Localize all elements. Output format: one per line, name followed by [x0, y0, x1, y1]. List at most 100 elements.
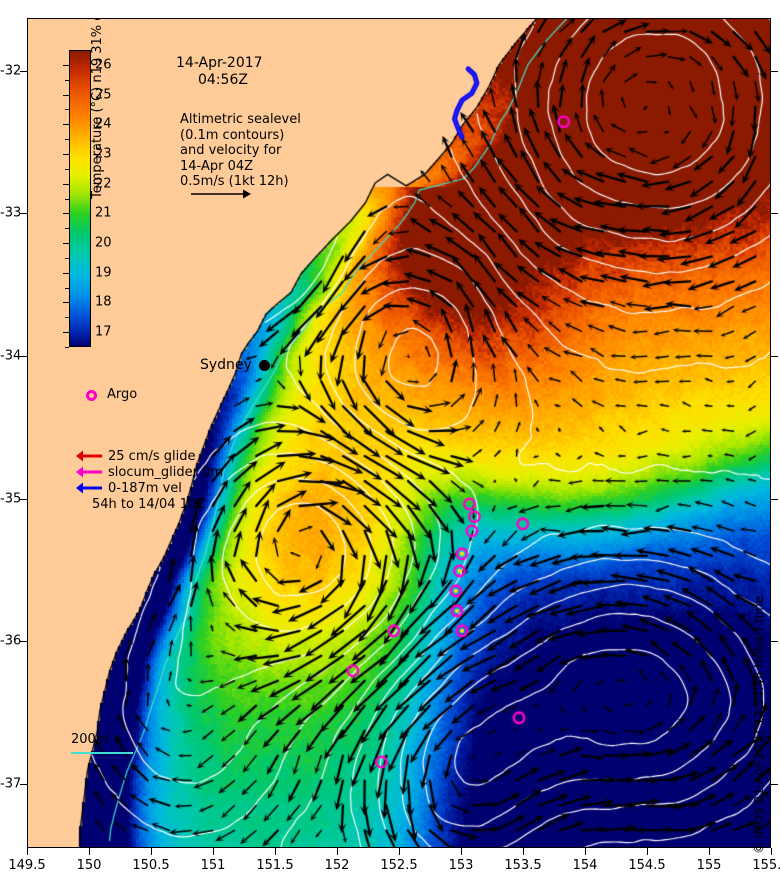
x-tick	[151, 848, 152, 855]
timestamp-annotation: 14-Apr-2017 04:56Z	[176, 55, 263, 89]
colorbar-minor-tick	[65, 139, 69, 141]
colorbar-tick-label: 22	[95, 176, 112, 192]
colorbar-tick	[63, 302, 69, 304]
x-tick-label: 155.5	[752, 858, 780, 873]
colorbar-tick	[63, 183, 69, 185]
copyright-notice: © IMOS 21-Apr-2017 13:54:46 Hobart time	[752, 595, 766, 854]
colorbar-minor-tick	[65, 109, 69, 111]
x-tick-label: 153.5	[504, 858, 542, 873]
colorbar-tick-label: 20	[95, 235, 112, 251]
colorbar-tick-label: 21	[95, 205, 112, 221]
colorbar-minor-tick	[65, 257, 69, 259]
x-tick-label: 154	[572, 858, 598, 873]
colorbar-tick	[63, 272, 69, 274]
colorbar-tick-label: 18	[95, 294, 112, 310]
y-tick	[20, 355, 27, 357]
legend-glider-row-0: 25 cm/s glide	[76, 449, 196, 465]
velocity-reference-arrow-icon	[191, 189, 251, 199]
x-tick-label: 153	[448, 858, 474, 873]
colorbar-tick-label: 19	[95, 265, 112, 281]
colorbar-tick-label: 24	[95, 116, 112, 132]
x-tick-label: 149.5	[8, 858, 46, 873]
x-tick-label: 151	[200, 858, 226, 873]
x-tick	[461, 848, 462, 855]
colorbar-tick	[63, 64, 69, 66]
place-marker-sydney	[259, 360, 270, 371]
y-tick-right	[771, 641, 778, 643]
x-tick	[585, 848, 586, 855]
legend-depth-label: 200m	[71, 732, 109, 747]
legend-depth-line	[71, 752, 133, 754]
y-tick-label: -37	[0, 776, 22, 792]
x-tick-label: 150	[76, 858, 102, 873]
y-tick-label: -35	[0, 491, 22, 507]
y-tick-label: -33	[0, 205, 22, 221]
x-tick	[771, 848, 772, 855]
legend-glider-row-1: slocum_glider 0m	[76, 465, 223, 481]
colorbar-tick	[63, 124, 69, 126]
x-tick-label: 152	[324, 858, 350, 873]
magenta-arrow-icon	[76, 466, 102, 478]
colorbar-gradient	[69, 50, 91, 347]
x-tick-label: 154.5	[628, 858, 666, 873]
x-tick	[275, 848, 276, 855]
sst-raster	[28, 19, 770, 847]
x-tick	[647, 848, 648, 855]
colorbar-minor-tick	[65, 168, 69, 170]
colorbar-tick	[63, 153, 69, 155]
colorbar-tick-label: 17	[95, 324, 112, 340]
x-tick	[399, 848, 400, 855]
legend-glider: 25 cm/s glide slocum_glider 0m 0-187m ve…	[76, 449, 223, 513]
y-tick	[20, 498, 27, 500]
colorbar-tick-label: 26	[95, 57, 112, 73]
y-tick	[20, 70, 27, 72]
y-tick-right	[771, 70, 778, 72]
y-tick-label: -34	[0, 348, 22, 364]
x-tick-label: 151.5	[256, 858, 294, 873]
colorbar-tick	[63, 94, 69, 96]
colorbar-minor-tick	[65, 317, 69, 319]
legend-glider-label-1: slocum_glider 0m	[108, 465, 224, 480]
y-tick-right	[771, 355, 778, 357]
x-tick	[523, 848, 524, 855]
x-tick-label: 150.5	[132, 858, 170, 873]
x-tick	[89, 848, 90, 855]
x-tick	[27, 848, 28, 855]
x-tick	[709, 848, 710, 855]
x-tick	[337, 848, 338, 855]
y-tick-label: -36	[0, 633, 22, 649]
red-arrow-icon	[76, 450, 102, 462]
y-tick	[20, 641, 27, 643]
legend-glider-label-2: 0-187m vel	[108, 481, 182, 496]
y-tick-right	[771, 783, 778, 785]
y-tick-right	[771, 498, 778, 500]
argo-marker-icon	[86, 390, 97, 401]
x-tick-label: 155	[696, 858, 722, 873]
y-tick-label: -32	[0, 63, 22, 79]
y-tick	[20, 213, 27, 215]
timestamp-time: 04:56Z	[198, 72, 248, 88]
y-tick	[20, 783, 27, 785]
colorbar-tick	[63, 213, 69, 215]
colorbar-tick	[63, 332, 69, 334]
legend-depth-scale: 200m	[71, 732, 133, 754]
colorbar-minor-tick	[65, 347, 69, 348]
x-tick	[213, 848, 214, 855]
description-annotation: Altimetric sealevel (0.1m contours) and …	[180, 112, 301, 189]
blue-arrow-icon	[76, 482, 102, 494]
colorbar-minor-tick	[65, 287, 69, 289]
colorbar: 26 25 24 23 22 21 20 19 18 17	[63, 50, 112, 348]
x-tick-label: 152.5	[380, 858, 418, 873]
legend-glider-label-0: 25 cm/s glide	[108, 449, 196, 464]
map-plot-area[interactable]: 14-Apr-2017 04:56Z Altimetric sealevel (…	[27, 18, 771, 848]
legend-argo-label: Argo	[107, 387, 138, 402]
legend-glider-footer: 54h to 14/04 10Z	[92, 497, 206, 512]
colorbar-tick-label: 23	[95, 146, 112, 162]
colorbar-tick-label: 25	[95, 87, 112, 103]
timestamp-date: 14-Apr-2017	[176, 55, 263, 71]
y-tick-right	[771, 213, 778, 215]
colorbar-tick	[63, 243, 69, 245]
colorbar-minor-tick	[65, 79, 69, 81]
legend-glider-row-2: 0-187m vel	[76, 481, 189, 497]
